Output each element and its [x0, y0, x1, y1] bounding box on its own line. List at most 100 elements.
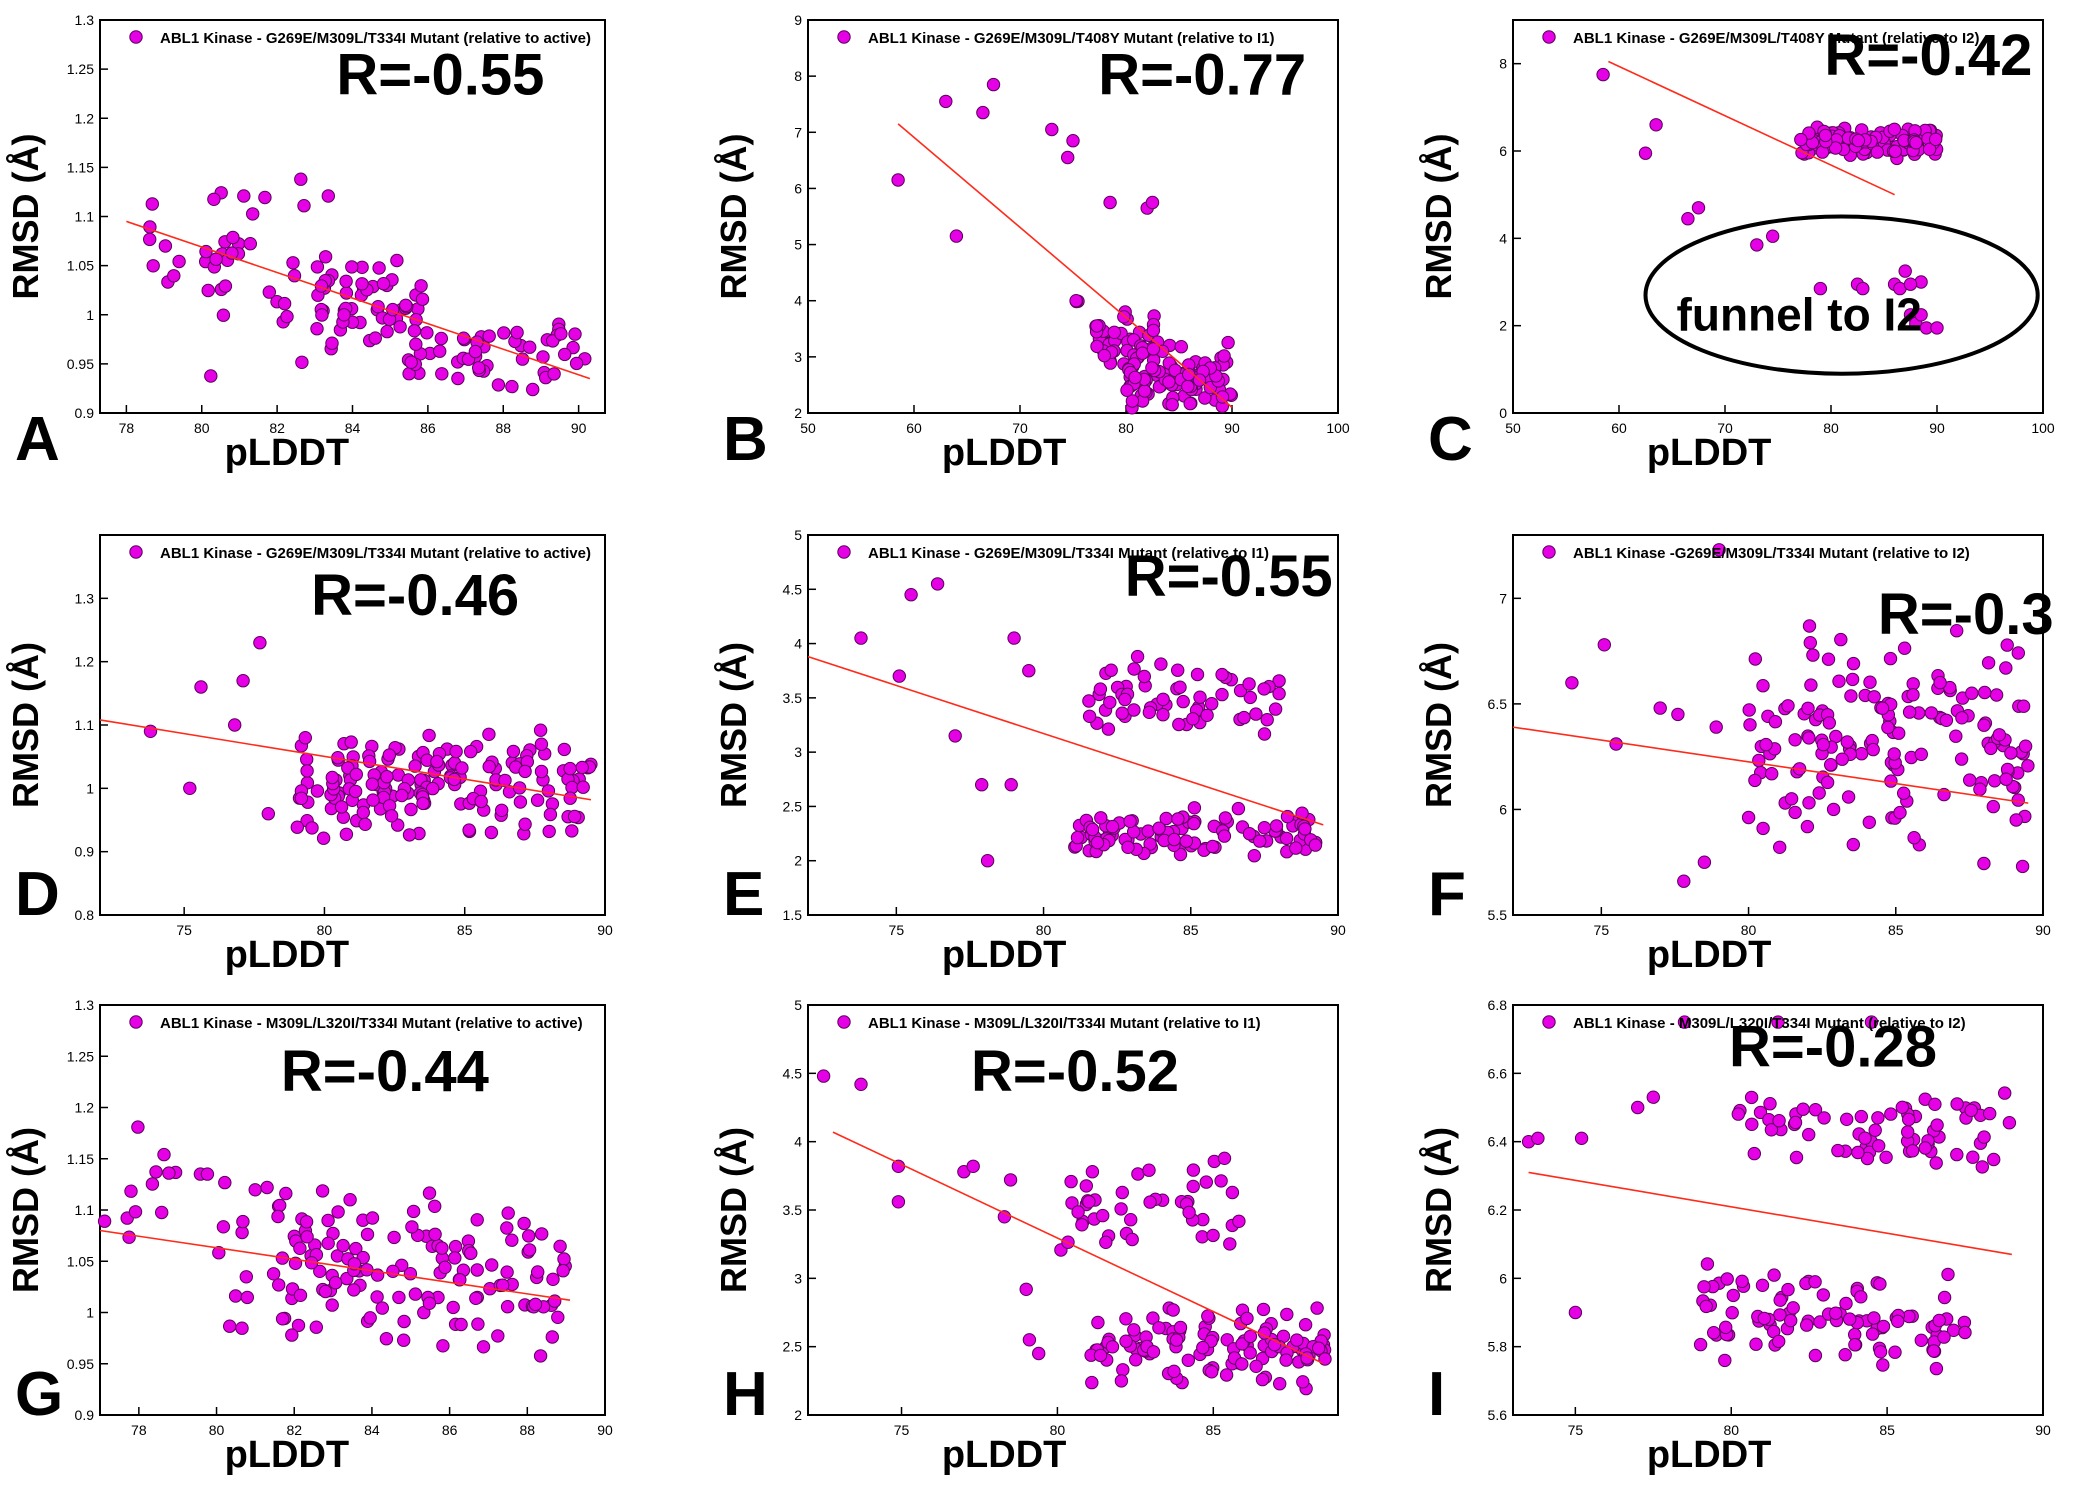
data-point: [1876, 1319, 1891, 1334]
data-point: [1093, 682, 1108, 696]
data-point: [1097, 348, 1112, 363]
data-point: [1888, 1345, 1902, 1359]
y-tick-label: 4: [794, 1134, 802, 1150]
data-point: [1646, 1090, 1661, 1104]
data-point: [387, 1230, 401, 1245]
data-point: [1167, 832, 1181, 847]
data-point: [273, 1198, 287, 1213]
data-point: [1898, 264, 1912, 278]
data-point: [226, 230, 240, 245]
panel-letter: C: [1428, 405, 1473, 474]
y-tick-label: 2.5: [783, 798, 803, 814]
data-point: [1753, 1105, 1768, 1120]
data-point: [1773, 1293, 1787, 1307]
data-point: [976, 105, 990, 120]
data-point: [1720, 1272, 1734, 1286]
data-point: [891, 1159, 906, 1174]
data-point: [534, 737, 549, 751]
data-point: [576, 780, 590, 794]
data-point: [464, 1246, 478, 1260]
data-point: [1821, 652, 1836, 666]
data-point: [1596, 67, 1610, 82]
data-point: [491, 1329, 505, 1343]
data-point: [904, 588, 918, 602]
data-point: [1924, 706, 1939, 720]
data-point: [553, 1239, 567, 1254]
data-point: [1844, 689, 1858, 703]
data-point: [1834, 632, 1848, 647]
data-point: [1107, 325, 1122, 339]
data-point: [1840, 735, 1855, 749]
data-point: [1257, 682, 1271, 696]
data-point: [1731, 1107, 1746, 1121]
data-point: [1817, 1111, 1831, 1125]
data-point: [1114, 1202, 1128, 1216]
data-point: [315, 1184, 330, 1198]
data-point: [518, 817, 532, 831]
data-point: [1955, 711, 1969, 725]
data-point: [200, 1167, 215, 1181]
data-point: [518, 764, 532, 779]
data-point: [2016, 699, 2031, 713]
data-point: [1199, 1175, 1214, 1189]
data-point: [310, 322, 324, 336]
data-point: [1725, 1306, 1739, 1320]
data-point: [1693, 1337, 1708, 1352]
data-point: [1750, 238, 1764, 252]
data-point: [1242, 677, 1256, 691]
data-point: [1187, 816, 1201, 831]
data-point: [557, 742, 571, 757]
x-tick-label: 80: [1723, 1422, 1739, 1438]
x-tick-label: 78: [119, 420, 135, 436]
data-point: [1941, 1267, 1955, 1282]
data-point: [122, 1230, 136, 1244]
data-point: [1145, 361, 1159, 375]
plot-frame: [1512, 19, 2044, 414]
data-point: [1902, 705, 1917, 719]
data-point: [1181, 1353, 1196, 1368]
data-point: [1531, 1131, 1545, 1146]
y-tick-label: 1: [86, 780, 94, 796]
data-point: [1215, 667, 1229, 682]
data-point: [491, 378, 506, 392]
regression-line: [832, 1131, 1323, 1364]
data-point: [363, 1311, 377, 1325]
data-point: [1070, 830, 1085, 845]
y-tick-label: 1.25: [67, 1048, 94, 1064]
data-point: [1152, 1321, 1166, 1335]
data-point: [1831, 1143, 1845, 1158]
panel-I: 75 80 85 90 5.6 5.8 6 6.2 6.4 6.6 6.8 RMSD (Å) pLDDT…: [1418, 997, 2051, 1476]
data-point: [1937, 1290, 1952, 1305]
y-tick-label: 6: [1499, 1270, 1507, 1286]
data-point: [1765, 767, 1779, 781]
data-point: [1928, 1097, 1942, 1112]
data-point: [360, 1227, 375, 1242]
data-point: [484, 825, 499, 840]
data-point: [1697, 1280, 1711, 1294]
data-point: [474, 794, 488, 809]
data-point: [1784, 792, 1799, 806]
data-point: [1914, 308, 1928, 322]
y-axis-label: RMSD (Å): [5, 134, 46, 300]
y-axis-label: RMSD (Å): [1418, 642, 1459, 808]
data-point: [1883, 651, 1898, 666]
data-point: [1977, 1130, 1991, 1144]
data-point: [1217, 1151, 1232, 1166]
panel-B: 50 60 70 80 90 100 2 3 4 5 6 7 8 9 RMSD (Å) pLDDT ABL1 K…: [713, 12, 1350, 474]
data-point: [1280, 1307, 1294, 1322]
data-point: [546, 1272, 560, 1287]
data-point: [930, 577, 945, 591]
data-point: [1939, 713, 1954, 727]
data-point: [1999, 661, 2013, 675]
data-point: [1744, 1090, 1759, 1105]
data-point: [1127, 662, 1141, 676]
data-point: [455, 761, 469, 775]
data-point: [501, 1206, 515, 1220]
data-point: [397, 1333, 411, 1347]
data-point: [1909, 136, 1923, 150]
data-point: [1767, 1268, 1781, 1282]
data-point: [1279, 1353, 1293, 1367]
y-tick-label: 4: [794, 293, 802, 309]
data-point: [1115, 1185, 1130, 1200]
